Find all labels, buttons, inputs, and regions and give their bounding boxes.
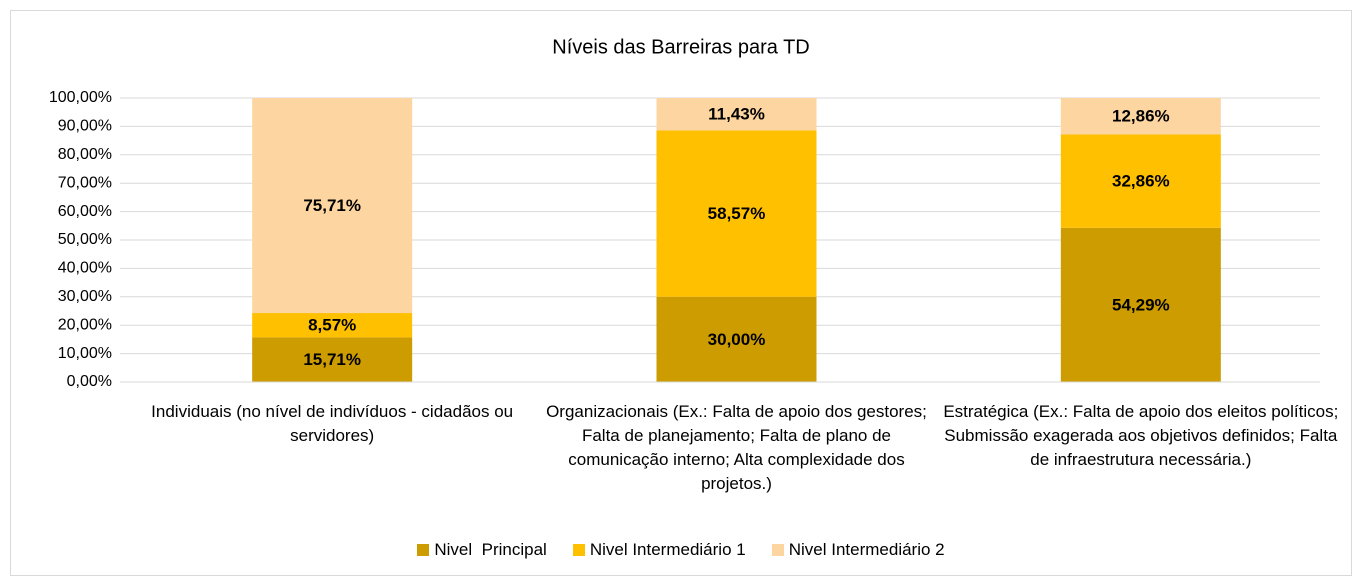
- x-tick-label: Estratégica (Ex.: Falta de apoio dos ele…: [943, 402, 1339, 469]
- legend-label: Nivel Intermediário 2: [788, 540, 945, 559]
- y-tick-label: 20,00%: [58, 316, 112, 333]
- x-tick-label: Organizacionais (Ex.: Falta de apoio dos…: [546, 402, 927, 493]
- y-tick-label: 90,00%: [58, 118, 112, 135]
- y-tick-label: 100,00%: [49, 89, 112, 106]
- y-tick-label: 70,00%: [58, 174, 112, 191]
- data-label: 58,57%: [708, 204, 766, 223]
- x-tick-label: Individuais (no nível de indivíduos - ci…: [151, 402, 514, 445]
- bar-segment: [1060, 134, 1221, 228]
- legend-swatch: [771, 544, 784, 556]
- bar-segment: [252, 313, 413, 338]
- data-label: 54,29%: [1112, 295, 1170, 314]
- chart-title: Níveis das Barreiras para TD: [552, 36, 810, 58]
- data-label: 15,71%: [303, 350, 361, 369]
- legend-swatch: [417, 544, 430, 556]
- data-label: 75,71%: [303, 196, 361, 215]
- y-tick-label: 60,00%: [58, 203, 112, 220]
- chart-border: [10, 10, 1352, 576]
- legend-item: Nivel Intermediário 2: [771, 540, 945, 560]
- y-tick-label: 40,00%: [58, 260, 112, 277]
- data-label: 12,86%: [1112, 107, 1170, 126]
- y-tick-label: 80,00%: [58, 146, 112, 163]
- legend-item: Nivel Principal: [417, 540, 547, 560]
- legend-label: Nivel Intermediário 1: [589, 540, 746, 559]
- data-label: 8,57%: [308, 316, 356, 335]
- data-label: 30,00%: [708, 330, 766, 349]
- bar-segment: [656, 98, 817, 131]
- legend: Nivel Principal Nivel Intermediário 1 Nive…: [0, 540, 1362, 560]
- bar-segment: [656, 130, 817, 297]
- legend-label: Nivel Principal: [434, 540, 547, 559]
- data-label: 11,43%: [708, 105, 765, 124]
- y-tick-label: 30,00%: [58, 288, 112, 305]
- y-tick-label: 50,00%: [58, 231, 112, 248]
- bar-segment: [656, 296, 817, 382]
- y-tick-label: 10,00%: [58, 345, 112, 362]
- bar-segment: [1060, 227, 1221, 382]
- legend-item: Nivel Intermediário 1: [572, 540, 746, 560]
- bar-segment: [252, 98, 413, 314]
- data-label: 32,86%: [1112, 172, 1170, 191]
- legend-swatch: [572, 544, 585, 556]
- bar-segment: [1060, 97, 1221, 135]
- y-tick-label: 0,00%: [67, 373, 112, 390]
- bar-segment: [252, 337, 413, 382]
